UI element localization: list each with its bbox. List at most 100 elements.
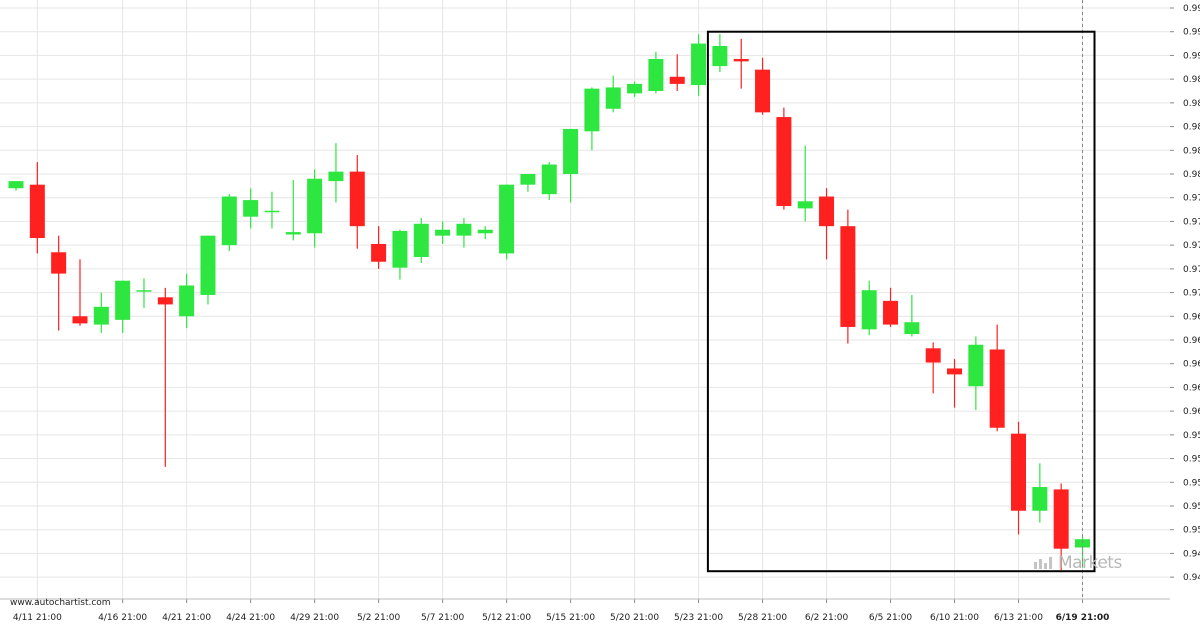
candle-bearish [72, 259, 88, 326]
candle-body [392, 230, 408, 268]
candle-body [264, 210, 280, 213]
pattern-overlay [706, 0, 1096, 599]
y-tick-label: 0.9892 [1183, 75, 1200, 85]
x-tick-label: 4/11 21:00 [13, 613, 62, 623]
candle-body [371, 243, 387, 262]
candle-body [883, 300, 899, 325]
x-tick-label: 6/10 21:00 [930, 613, 979, 623]
candle-body [563, 128, 579, 174]
x-tick-label: 5/2 21:00 [357, 613, 401, 623]
brand-text: Markets [1058, 553, 1122, 573]
y-tick-label: 0.9792 [1183, 194, 1200, 204]
candle-body [669, 76, 685, 84]
candle-body [179, 285, 195, 317]
y-tick-label: 0.9512 [1183, 526, 1200, 536]
candle-bearish [776, 107, 792, 210]
candle-body [136, 290, 152, 292]
x-tick-label: 4/24 21:00 [226, 613, 275, 623]
candle-body [243, 200, 259, 217]
candle-bearish [157, 287, 173, 467]
candle-body [1011, 433, 1027, 511]
y-tick-label: 0.9952 [1183, 4, 1200, 14]
candle-body [627, 83, 643, 94]
candle-bullish [797, 145, 813, 222]
y-tick-label: 0.9632 [1183, 383, 1200, 393]
pattern-highlight-box [706, 30, 1096, 573]
candle-bullish [221, 194, 237, 252]
y-tick-label: 0.9772 [1183, 217, 1200, 227]
candle-body [755, 69, 771, 113]
y-tick-label: 0.9572 [1183, 455, 1200, 465]
candle-body [499, 184, 515, 254]
x-tick-label: 6/2 21:00 [805, 613, 849, 623]
candle-body [93, 306, 109, 325]
y-tick-label: 0.9732 [1183, 265, 1200, 275]
candle-bullish [392, 229, 408, 280]
y-tick-label: 0.9472 [1183, 573, 1200, 583]
x-tick-label: 5/20 21:00 [610, 613, 659, 623]
candle-bearish [1053, 483, 1069, 571]
candle-bearish [349, 155, 365, 249]
candle-bullish [307, 169, 323, 248]
x-tick-label: 6/13 21:00 [994, 613, 1043, 623]
candle-bullish [861, 280, 877, 336]
y-tick-label: 0.9552 [1183, 478, 1200, 488]
y-tick-label: 0.9592 [1183, 431, 1200, 441]
candle-bearish [989, 324, 1005, 432]
candle-body [1053, 489, 1069, 549]
candle-bearish [51, 235, 67, 331]
y-tick-label: 0.9852 [1183, 123, 1200, 133]
candle-bearish [947, 358, 963, 408]
candle-bullish [648, 51, 664, 94]
candle-body [712, 45, 728, 67]
candle-body [200, 235, 216, 295]
candle-bullish [115, 280, 131, 333]
y-tick-label: 0.9712 [1183, 289, 1200, 299]
candle-bullish [477, 226, 493, 240]
candle-body [925, 348, 941, 363]
y-tick-label: 0.9612 [1183, 407, 1200, 417]
y-tick-label: 0.9872 [1183, 99, 1200, 109]
candle-bullish [136, 278, 152, 308]
y-tick-label: 0.9752 [1183, 241, 1200, 251]
candle-bullish [904, 294, 920, 337]
x-tick-label: 6/5 21:00 [869, 613, 913, 623]
x-tick-label: 5/28 21:00 [738, 613, 787, 623]
candle-body [157, 297, 173, 305]
candle-body [840, 226, 856, 327]
y-tick-label: 0.9912 [1183, 51, 1200, 61]
candle-body [947, 368, 963, 375]
candle-bullish [541, 162, 557, 201]
candle-body [477, 229, 493, 234]
candle-body [968, 344, 984, 387]
candle-bullish [520, 174, 536, 192]
candle-body [8, 181, 24, 189]
candle-body [776, 117, 792, 207]
candle-body [1075, 539, 1090, 548]
candle-body [520, 174, 536, 185]
candle-body [72, 316, 88, 324]
x-tick-label: 6/19 21:00 [1056, 613, 1110, 623]
candle-body [541, 164, 557, 195]
candle-bullish [179, 273, 195, 329]
candle-body [733, 58, 749, 62]
candle-body [435, 229, 451, 236]
candle-body [456, 223, 472, 236]
candle-bullish [285, 179, 301, 241]
candle-body [349, 171, 365, 227]
y-axis: 0.9952 0.9932 0.9912 0.9892 0.9872 0.9852 0.98… [1170, 4, 1200, 583]
candle-bullish [456, 217, 472, 248]
candle-bullish [328, 143, 344, 203]
candle-body [819, 196, 835, 227]
candle-bearish [840, 209, 856, 344]
candle-body [584, 88, 600, 132]
x-tick-label: 4/29 21:00 [290, 613, 339, 623]
brand-logo: Markets [1034, 553, 1122, 573]
y-tick-label: 0.9532 [1183, 502, 1200, 512]
candle-body [797, 201, 813, 209]
y-tick-label: 0.9492 [1183, 549, 1200, 559]
candle-bearish [1011, 421, 1027, 535]
x-axis: 4/11 21:00 4/16 21:00 4/21 21:00 4/24 21:00… [0, 598, 1170, 623]
candle-bearish [925, 342, 941, 394]
